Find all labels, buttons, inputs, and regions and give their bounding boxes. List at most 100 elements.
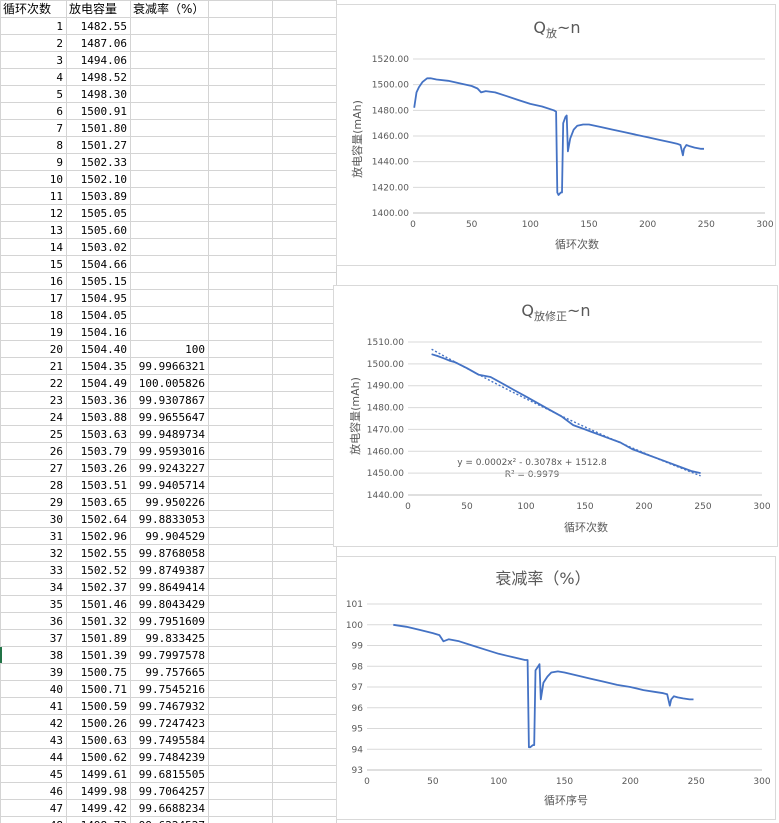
table-cell[interactable]: 42 xyxy=(50,717,63,730)
table-cell[interactable]: 99.9489734 xyxy=(139,428,206,441)
table-cell[interactable]: 1501.27 xyxy=(81,139,127,152)
table-cell[interactable]: 99.8833053 xyxy=(139,513,205,526)
table-cell[interactable]: 1499.42 xyxy=(81,802,127,815)
chart-corrected-capacity[interactable]: Q放修正~n 循环次数 放电容量(mAh) y = 0.0002x² - 0.3… xyxy=(333,285,778,547)
table-cell[interactable]: 99.950226 xyxy=(145,496,205,509)
table-cell[interactable]: 1503.88 xyxy=(81,411,127,424)
table-cell[interactable]: 99.7064257 xyxy=(139,785,205,798)
table-cell[interactable]: 1503.02 xyxy=(81,241,127,254)
table-cell[interactable]: 1500.62 xyxy=(81,751,127,764)
table-cell[interactable]: 99.7951609 xyxy=(139,615,205,628)
table-cell[interactable]: 99.6224527 xyxy=(139,819,205,823)
table-cell[interactable]: 27 xyxy=(50,462,63,475)
table-cell[interactable]: 15 xyxy=(50,258,63,271)
table-cell[interactable]: 1498.52 xyxy=(81,71,127,84)
table-cell[interactable]: 32 xyxy=(50,547,63,560)
table-cell[interactable]: 1494.06 xyxy=(81,54,127,67)
table-cell[interactable]: 1502.55 xyxy=(81,547,127,560)
table-cell[interactable]: 1482.55 xyxy=(81,20,127,33)
table-cell[interactable]: 16 xyxy=(50,275,63,288)
table-cell[interactable]: 11 xyxy=(50,190,63,203)
table-cell[interactable]: 1500.26 xyxy=(81,717,127,730)
table-cell[interactable]: 1505.05 xyxy=(81,207,127,220)
table-cell[interactable]: 99.7997578 xyxy=(139,649,205,662)
table-cell[interactable]: 1503.65 xyxy=(81,496,127,509)
table-cell[interactable]: 36 xyxy=(50,615,63,628)
table-cell[interactable]: 44 xyxy=(50,751,64,764)
table-cell[interactable]: 1503.63 xyxy=(81,428,127,441)
table-cell[interactable]: 14 xyxy=(50,241,64,254)
table-cell[interactable]: 29 xyxy=(50,496,63,509)
table-cell[interactable]: 21 xyxy=(50,360,63,373)
table-cell[interactable]: 1503.79 xyxy=(81,445,127,458)
table-cell[interactable]: 99.8768058 xyxy=(139,547,205,560)
table-cell[interactable]: 1504.95 xyxy=(81,292,127,305)
table-cell[interactable]: 8 xyxy=(56,139,63,152)
table-cell[interactable]: 12 xyxy=(50,207,63,220)
table-cell[interactable]: 1504.05 xyxy=(81,309,127,322)
table-cell[interactable]: 1500.91 xyxy=(81,105,127,118)
table-cell[interactable]: 99.6815505 xyxy=(139,768,205,781)
table-cell[interactable]: 99.8043429 xyxy=(139,598,205,611)
table-cell[interactable]: 1500.75 xyxy=(81,666,127,679)
table-cell[interactable]: 19 xyxy=(50,326,63,339)
table-cell[interactable]: 10 xyxy=(50,173,63,186)
table-cell[interactable]: 99.9243227 xyxy=(139,462,205,475)
table-cell[interactable]: 1500.59 xyxy=(81,700,127,713)
table-cell[interactable]: 99.833425 xyxy=(145,632,205,645)
table-cell[interactable]: 17 xyxy=(50,292,63,305)
table-cell[interactable]: 1502.52 xyxy=(81,564,127,577)
table-cell[interactable]: 1498.30 xyxy=(81,88,127,101)
table-cell[interactable]: 1500.63 xyxy=(81,734,127,747)
column-header[interactable]: 衰减率（%） xyxy=(133,1,204,16)
table-cell[interactable]: 1503.26 xyxy=(81,462,127,475)
table-cell[interactable]: 23 xyxy=(50,394,63,407)
table-cell[interactable]: 1 xyxy=(56,20,63,33)
table-cell[interactable]: 99.9307867 xyxy=(139,394,205,407)
table-cell[interactable]: 1504.35 xyxy=(81,360,127,373)
table-cell[interactable]: 13 xyxy=(50,224,63,237)
table-cell[interactable]: 26 xyxy=(50,445,63,458)
table-cell[interactable]: 1504.49 xyxy=(81,377,127,390)
table-cell[interactable]: 7 xyxy=(56,122,63,135)
table-cell[interactable]: 38 xyxy=(50,649,63,662)
table-cell[interactable]: 1505.60 xyxy=(81,224,127,237)
table-cell[interactable]: 22 xyxy=(50,377,63,390)
table-cell[interactable]: 1504.16 xyxy=(81,326,127,339)
table-cell[interactable]: 99.904529 xyxy=(145,530,205,543)
table-cell[interactable]: 3 xyxy=(56,54,63,67)
table-cell[interactable]: 1501.46 xyxy=(81,598,127,611)
table-cell[interactable]: 1499.61 xyxy=(81,768,127,781)
table-cell[interactable]: 99.7545216 xyxy=(139,683,205,696)
table-cell[interactable]: 28 xyxy=(50,479,63,492)
table-cell[interactable]: 1502.37 xyxy=(81,581,127,594)
table-cell[interactable]: 99.8649414 xyxy=(139,581,206,594)
table-cell[interactable]: 99.7467932 xyxy=(139,700,205,713)
table-cell[interactable]: 1500.71 xyxy=(81,683,127,696)
table-cell[interactable]: 41 xyxy=(50,700,63,713)
table-cell[interactable]: 1502.96 xyxy=(81,530,127,543)
table-cell[interactable]: 34 xyxy=(50,581,64,594)
table-cell[interactable]: 1499.98 xyxy=(81,785,127,798)
table-cell[interactable]: 45 xyxy=(50,768,63,781)
column-header[interactable]: 循环次数 xyxy=(3,1,51,16)
table-cell[interactable]: 1501.80 xyxy=(81,122,127,135)
table-cell[interactable]: 1504.40 xyxy=(81,343,127,356)
table-cell[interactable]: 24 xyxy=(50,411,64,424)
table-cell[interactable]: 99.9966321 xyxy=(139,360,205,373)
table-cell[interactable]: 47 xyxy=(50,802,63,815)
table-cell[interactable]: 43 xyxy=(50,734,63,747)
table-cell[interactable]: 99.9593016 xyxy=(139,445,205,458)
table-cell[interactable]: 18 xyxy=(50,309,63,322)
table-cell[interactable]: 1503.51 xyxy=(81,479,127,492)
table-cell[interactable]: 99.7495584 xyxy=(139,734,206,747)
table-cell[interactable]: 4 xyxy=(56,71,63,84)
table-cell[interactable]: 99.8749387 xyxy=(139,564,205,577)
table-cell[interactable]: 1504.66 xyxy=(81,258,127,271)
table-cell[interactable]: 100 xyxy=(185,343,205,356)
table-cell[interactable]: 6 xyxy=(56,105,63,118)
table-cell[interactable]: 99.9405714 xyxy=(139,479,206,492)
table-cell[interactable]: 1502.64 xyxy=(81,513,128,526)
table-cell[interactable]: 1503.36 xyxy=(81,394,127,407)
